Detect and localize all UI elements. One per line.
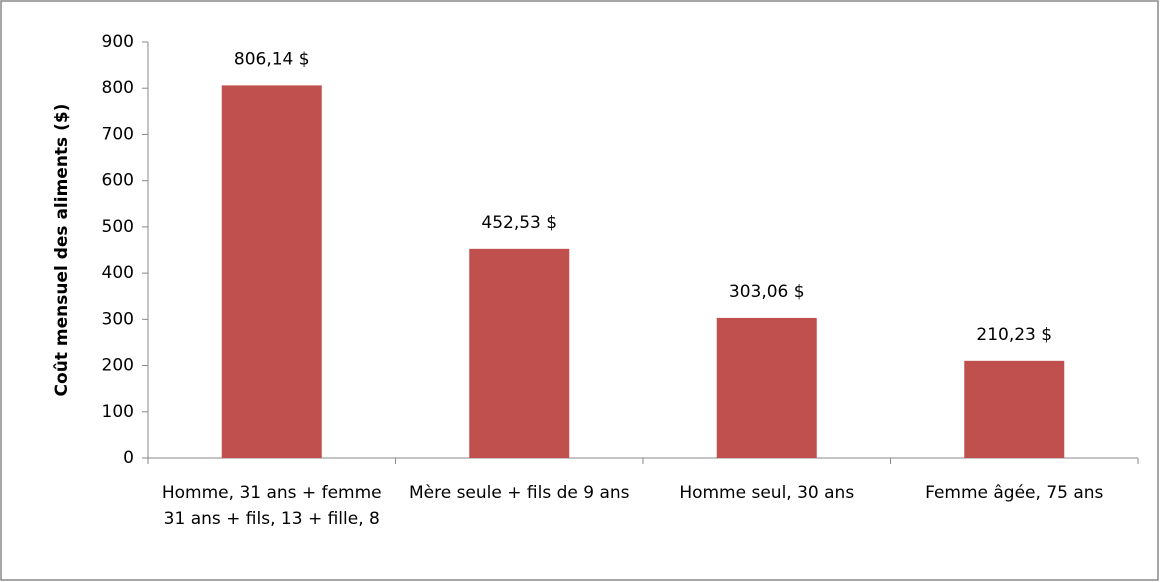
x-tick-label: Homme, 31 ans + femme 31 ans + fils, 13 … [161,483,382,529]
data-label: 806,14 $ [234,49,310,69]
y-tick-label: 800 [102,78,134,98]
y-tick-label: 900 [102,32,134,52]
bar [469,248,570,458]
y-tick-label: 100 [102,402,134,422]
bar [221,85,322,458]
y-tick-label: 400 [102,263,134,283]
bar [716,317,817,458]
data-label: 452,53 $ [481,213,557,233]
y-tick-label: 600 [102,171,134,191]
bar [964,360,1065,458]
x-tick-label: Femme âgée, 75 ans [925,483,1104,503]
x-tick-label: Homme seul, 30 ans [679,483,855,503]
y-tick-label: 500 [102,217,134,237]
y-tick-label: 0 [123,448,134,468]
data-label: 303,06 $ [729,282,805,302]
y-axis-label: Coût mensuel des aliments ($) [52,104,72,397]
y-tick-label: 700 [102,124,134,144]
y-tick-label: 200 [102,356,134,376]
x-tick-label: Mère seule + fils de 9 ans [408,483,630,503]
y-tick-label: 300 [102,309,134,329]
data-label: 210,23 $ [976,325,1052,345]
